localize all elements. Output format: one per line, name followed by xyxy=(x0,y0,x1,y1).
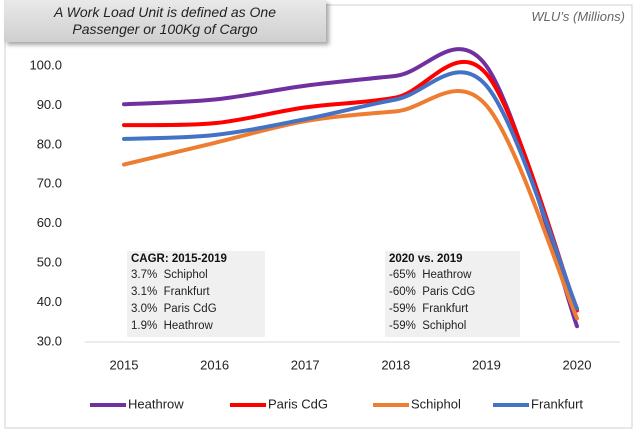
annotation-line: 3.1% Frankfurt xyxy=(131,286,210,298)
annotation-line: -59% Schiphol xyxy=(389,320,466,332)
annotation-line: 1.9% Heathrow xyxy=(131,320,214,332)
y-tick-label: 90.0 xyxy=(37,97,62,112)
annotation-line: 3.0% Paris CdG xyxy=(131,303,217,315)
x-tick-label: 2017 xyxy=(291,357,320,372)
x-tick-label: 2020 xyxy=(563,357,592,372)
legend-label: Schiphol xyxy=(411,396,461,411)
annotation-box xyxy=(127,251,265,337)
chart-border xyxy=(4,4,633,429)
series-line xyxy=(122,89,579,321)
y-tick-label: 80.0 xyxy=(37,136,62,151)
annotation-line: -65% Heathrow xyxy=(389,269,472,281)
y-tick-label: 70.0 xyxy=(37,176,62,191)
y-axis-label: WLU’s (Millions) xyxy=(531,9,625,24)
y-tick-label: 30.0 xyxy=(37,333,62,348)
x-tick-label: 2018 xyxy=(381,357,410,372)
annotation-line: -59% Frankfurt xyxy=(389,303,469,315)
legend-label: Heathrow xyxy=(128,396,184,411)
x-tick-label: 2016 xyxy=(200,357,229,372)
chart-title: A Work Load Unit is defined as One Passe… xyxy=(4,0,326,42)
annotation-box xyxy=(385,251,520,337)
series-line xyxy=(122,70,579,311)
legend-label: Frankfurt xyxy=(531,396,583,411)
x-tick-label: 2019 xyxy=(472,357,501,372)
series-line xyxy=(122,59,579,313)
annotation-line: 3.7% Schiphol xyxy=(131,269,208,281)
annotation-title: 2020 vs. 2019 xyxy=(389,253,463,265)
annotation-line: -60% Paris CdG xyxy=(389,286,475,298)
y-tick-label: 50.0 xyxy=(37,255,62,270)
legend-label: Paris CdG xyxy=(268,396,328,411)
y-tick-label: 100.0 xyxy=(29,57,62,72)
y-tick-label: 40.0 xyxy=(37,294,62,309)
annotation-title: CAGR: 2015-2019 xyxy=(131,253,227,265)
y-tick-label: 60.0 xyxy=(37,215,62,230)
x-tick-label: 2015 xyxy=(110,357,139,372)
